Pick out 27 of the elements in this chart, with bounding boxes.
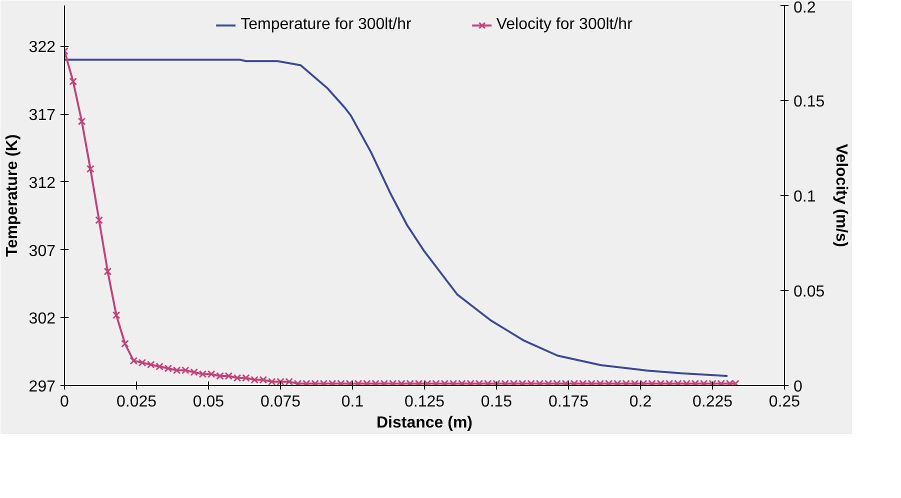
- y2-tick-label: 0.1: [794, 188, 816, 206]
- legend-label: Velocity for 300lt/hr: [496, 16, 632, 34]
- x-tick-label: 0.025: [116, 394, 157, 410]
- y-axis-title: Temperature (K): [4, 134, 21, 257]
- y2-axis-title: Velocity (m/s): [832, 144, 850, 248]
- y2-tick-label: 0.2: [794, 0, 816, 16]
- x-tick-label: 0.225: [692, 394, 733, 410]
- x-tick-label: 0.25: [768, 394, 800, 410]
- y-tick-label: 322: [28, 39, 56, 56]
- y-tick-label: 312: [28, 174, 56, 192]
- x-tick-label: 0.15: [480, 394, 512, 410]
- legend-label: Temperature for 300lt/hr: [240, 16, 412, 34]
- x-tick-label: 0.175: [548, 394, 589, 410]
- x-tick-label: 0.125: [404, 394, 445, 410]
- y2-tick-label: 0.05: [794, 284, 825, 300]
- x-axis-title: Distance (m): [376, 414, 473, 432]
- y2-tick-label: 0.15: [794, 94, 825, 110]
- x-tick-label: 0.075: [260, 394, 301, 410]
- y-tick-label: 302: [28, 310, 56, 328]
- y-tick-label: 297: [28, 378, 56, 396]
- x-tick-label: 0.1: [341, 394, 364, 410]
- x-tick-label: 0.05: [192, 394, 224, 410]
- x-tick-label: 0: [60, 394, 70, 410]
- y-tick-label: 317: [28, 107, 56, 124]
- y2-tick-label: 0: [794, 378, 802, 396]
- y-tick-label: 307: [28, 242, 56, 260]
- x-tick-label: 0.2: [629, 394, 652, 410]
